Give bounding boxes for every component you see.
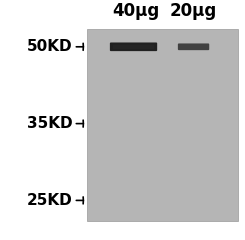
Text: 35KD: 35KD [27,116,72,131]
FancyBboxPatch shape [110,42,157,51]
FancyBboxPatch shape [113,45,154,49]
Text: 50KD: 50KD [27,39,72,54]
Text: 40μg: 40μg [112,2,159,20]
Text: 25KD: 25KD [26,193,72,208]
Text: 20μg: 20μg [170,2,217,20]
Bar [87,29,238,221]
FancyBboxPatch shape [181,45,206,48]
FancyBboxPatch shape [178,43,209,50]
